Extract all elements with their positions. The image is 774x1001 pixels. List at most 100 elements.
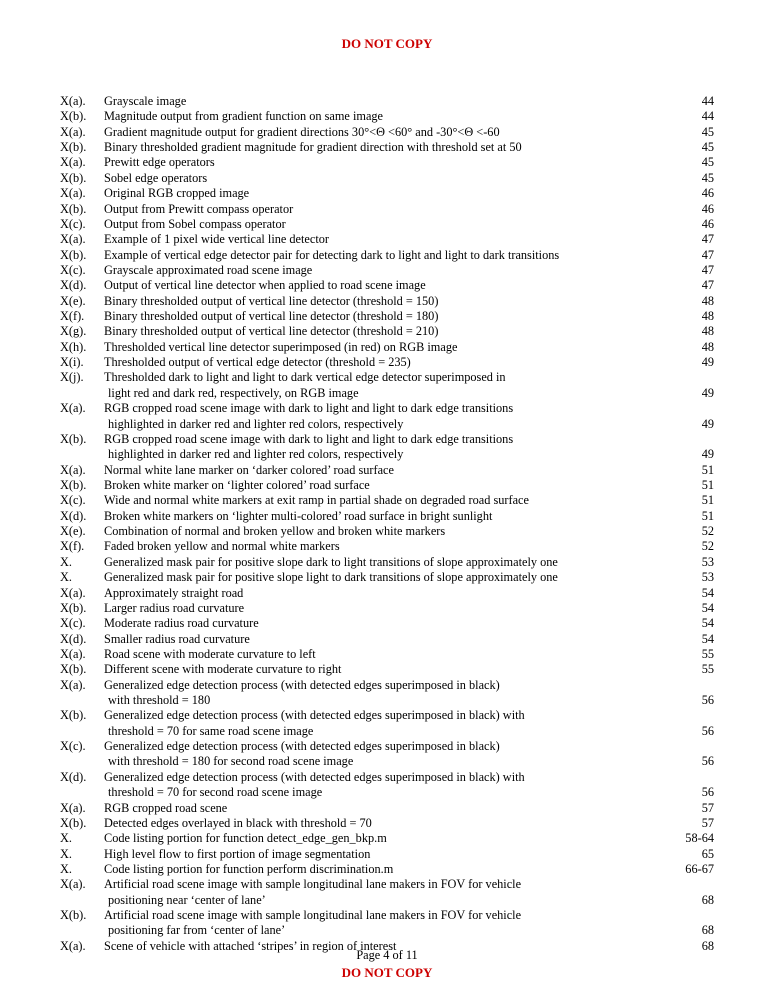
toc-text-line: Wide and normal white markers at exit ra…	[104, 493, 529, 507]
toc-row: X(c).Wide and normal white markers at ex…	[60, 493, 714, 508]
toc-text-line: Generalized edge detection process (with…	[104, 739, 500, 753]
toc-row: X(c).Moderate radius road curvature54	[60, 616, 714, 631]
toc-label: X(a).	[60, 586, 104, 601]
toc-label: X.	[60, 555, 104, 570]
toc-label: X(d).	[60, 509, 104, 524]
toc-row: X(a).Generalized edge detection process …	[60, 678, 714, 709]
toc-row: X(b).Different scene with moderate curva…	[60, 662, 714, 677]
toc-text-line: Code listing portion for function perfor…	[104, 862, 393, 876]
toc-text-line: Faded broken yellow and normal white mar…	[104, 539, 340, 553]
toc-text-line: Generalized mask pair for positive slope…	[104, 570, 558, 584]
toc-text-continuation: threshold = 70 for same road scene image	[104, 724, 658, 739]
toc-label: X(f).	[60, 309, 104, 324]
toc-row: X(a).RGB cropped road scene image with d…	[60, 401, 714, 432]
toc-text-line: Generalized edge detection process (with…	[104, 708, 525, 722]
header-warning: DO NOT COPY	[60, 36, 714, 52]
toc-row: X.Code listing portion for function dete…	[60, 831, 714, 846]
toc-row: X(a).Gradient magnitude output for gradi…	[60, 125, 714, 140]
toc-text-line: Binary thresholded output of vertical li…	[104, 294, 438, 308]
toc-text: Prewitt edge operators	[104, 155, 670, 170]
toc-page-number: 68	[670, 893, 714, 908]
toc-text-line: High level flow to first portion of imag…	[104, 847, 370, 861]
toc-text: Larger radius road curvature	[104, 601, 670, 616]
toc-text: RGB cropped road scene image with dark t…	[104, 432, 670, 463]
toc-text-continuation: highlighted in darker red and lighter re…	[104, 417, 658, 432]
toc-text: Grayscale image	[104, 94, 670, 109]
toc-text: Generalized edge detection process (with…	[104, 708, 670, 739]
toc-label: X(b).	[60, 816, 104, 831]
toc-row: X(b).Artificial road scene image with sa…	[60, 908, 714, 939]
toc-text-line: Thresholded output of vertical edge dete…	[104, 355, 411, 369]
toc-page-number: 54	[670, 586, 714, 601]
toc-row: X(b).Generalized edge detection process …	[60, 708, 714, 739]
toc-text: Wide and normal white markers at exit ra…	[104, 493, 670, 508]
toc-row: X(d).Generalized edge detection process …	[60, 770, 714, 801]
toc-text-line: Generalized edge detection process (with…	[104, 678, 500, 692]
toc-label: X(e).	[60, 294, 104, 309]
toc-page-number: 55	[670, 647, 714, 662]
toc-text-continuation: threshold = 70 for second road scene ima…	[104, 785, 658, 800]
toc-page-number: 56	[670, 693, 714, 708]
toc-text-line: Example of vertical edge detector pair f…	[104, 248, 559, 262]
toc-row: X(c).Grayscale approximated road scene i…	[60, 263, 714, 278]
toc-text: Combination of normal and broken yellow …	[104, 524, 670, 539]
toc-text-line: RGB cropped road scene image with dark t…	[104, 401, 513, 415]
toc-page-number: 49	[670, 386, 714, 401]
toc-text-line: Detected edges overlayed in black with t…	[104, 816, 372, 830]
toc-row: X.Code listing portion for function perf…	[60, 862, 714, 877]
document-page: DO NOT COPY X(a).Grayscale image44 X(b). M…	[0, 0, 774, 1001]
toc-text: Code listing portion for function perfor…	[104, 862, 670, 877]
toc-text-continuation: highlighted in darker red and lighter re…	[104, 447, 658, 462]
toc-row: X(f).Faded broken yellow and normal whit…	[60, 539, 714, 554]
toc-label: X.	[60, 570, 104, 585]
toc-text: Artificial road scene image with sample …	[104, 908, 670, 939]
toc-text-line: Thresholded dark to light and light to d…	[104, 370, 506, 384]
toc-text: Generalized mask pair for positive slope…	[104, 570, 670, 585]
toc-label: X.	[60, 862, 104, 877]
toc-label: X(b).	[60, 140, 104, 155]
toc-text: Faded broken yellow and normal white mar…	[104, 539, 670, 554]
toc-row: X.Generalized mask pair for positive slo…	[60, 555, 714, 570]
toc-text: Output of vertical line detector when ap…	[104, 278, 670, 293]
toc-label: X(b).	[60, 908, 104, 923]
toc-text-line: Larger radius road curvature	[104, 601, 244, 615]
toc-text: High level flow to first portion of imag…	[104, 847, 670, 862]
toc-text: Sobel edge operators	[104, 171, 670, 186]
toc-page-number: 47	[670, 278, 714, 293]
toc-text-continuation: light red and dark red, respectively, on…	[104, 386, 658, 401]
toc-label: X(c).	[60, 263, 104, 278]
toc-text: Grayscale approximated road scene image	[104, 263, 670, 278]
page-number: Page 4 of 11	[0, 948, 774, 963]
toc-label: X.	[60, 831, 104, 846]
toc-label: X(a).	[60, 155, 104, 170]
toc-page-number: 45	[670, 171, 714, 186]
toc-page-number: 49	[670, 355, 714, 370]
toc-page-number: 49	[670, 447, 714, 462]
toc-row: X(e).Combination of normal and broken ye…	[60, 524, 714, 539]
toc-label: X(a).	[60, 125, 104, 140]
toc-text-line: Road scene with moderate curvature to le…	[104, 647, 316, 661]
toc-text-line: Grayscale approximated road scene image	[104, 263, 312, 277]
toc-row: X(a).Original RGB cropped image46	[60, 186, 714, 201]
toc-text-line: Smaller radius road curvature	[104, 632, 250, 646]
toc-label: X(e).	[60, 524, 104, 539]
toc-label: X(b).	[60, 202, 104, 217]
toc-text-line: Output from Prewitt compass operator	[104, 202, 293, 216]
toc-page-number: 57	[670, 816, 714, 831]
toc-text-line: Artificial road scene image with sample …	[104, 908, 521, 922]
toc-text-line: Example of 1 pixel wide vertical line de…	[104, 232, 329, 246]
toc-row: X(c).Generalized edge detection process …	[60, 739, 714, 770]
toc-row: X(b).Output from Prewitt compass operato…	[60, 202, 714, 217]
toc-page-number: 55	[670, 662, 714, 677]
toc-page-number: 45	[670, 140, 714, 155]
toc-label: X(a).	[60, 186, 104, 201]
toc-label: X(b).	[60, 708, 104, 723]
toc-text-line: Binary thresholded output of vertical li…	[104, 309, 438, 323]
toc-text: Magnitude output from gradient function …	[104, 109, 670, 124]
toc-label: X(a).	[60, 94, 104, 109]
toc-text: Approximately straight road	[104, 586, 670, 601]
toc-page-number: 57	[670, 801, 714, 816]
toc-row: X(a).Grayscale image44	[60, 94, 714, 109]
toc-text-line: Generalized mask pair for positive slope…	[104, 555, 558, 569]
toc-label: X.	[60, 847, 104, 862]
